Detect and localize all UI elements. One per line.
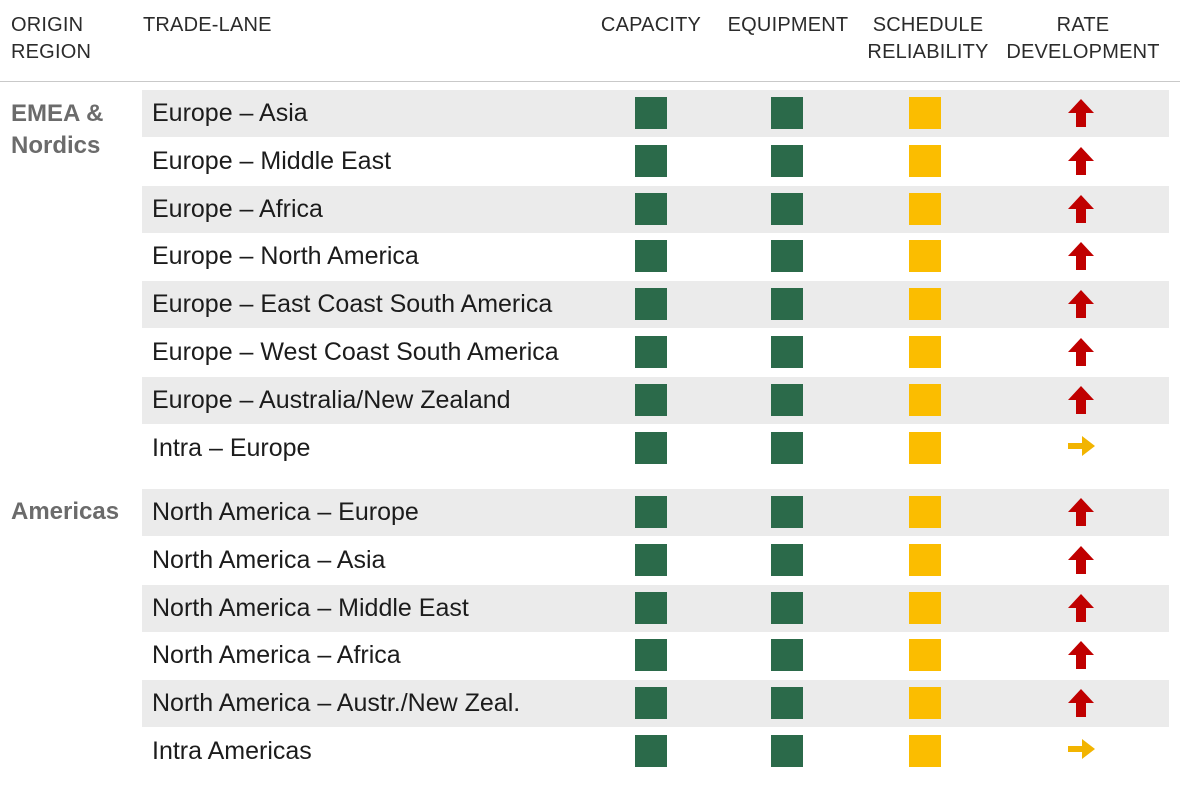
trade-lane-label: North America – Europe	[152, 498, 419, 526]
equipment-indicator	[771, 687, 803, 720]
schedule-reliability-indicator	[909, 144, 941, 177]
header-origin-region: ORIGIN REGION	[11, 14, 92, 63]
schedule-reliability-indicator	[909, 383, 941, 416]
table-row: Europe – West Coast South America	[142, 329, 1169, 376]
trade-lane-label: North America – Middle East	[152, 593, 469, 622]
region-label: EMEA & Nordics	[11, 100, 104, 159]
schedule-reliability-indicator	[909, 431, 941, 464]
schedule-reliability-indicator	[909, 735, 941, 767]
capacity-indicator	[635, 431, 667, 464]
table-row: North America – Middle East	[142, 584, 1169, 632]
capacity-indicator	[635, 543, 667, 576]
schedule-reliability-indicator	[909, 97, 941, 129]
trade-lane-label: Intra Americas	[152, 737, 312, 765]
equipment-indicator	[771, 543, 803, 576]
arrow-up-icon	[1064, 335, 1098, 369]
arrow-up-icon	[1064, 686, 1098, 720]
schedule-reliability-indicator	[909, 288, 941, 321]
capacity-indicator	[635, 288, 667, 321]
schedule-reliability-indicator	[909, 543, 941, 576]
table-row: North America – Austr./New Zeal.	[142, 680, 1169, 728]
capacity-indicator	[635, 591, 667, 624]
equipment-indicator	[771, 192, 803, 225]
arrow-up-icon	[1064, 383, 1098, 417]
schedule-reliability-indicator	[909, 496, 941, 528]
capacity-indicator	[635, 687, 667, 720]
schedule-reliability-indicator	[909, 336, 941, 368]
equipment-indicator	[771, 591, 803, 624]
capacity-indicator	[635, 144, 667, 177]
capacity-indicator	[635, 240, 667, 273]
capacity-indicator	[635, 192, 667, 225]
capacity-indicator	[635, 97, 667, 129]
schedule-reliability-indicator	[909, 591, 941, 624]
table-row: Europe – Africa	[142, 185, 1169, 233]
region-label: Americas	[11, 498, 120, 525]
trade-lane-label: Europe – North America	[152, 242, 419, 271]
equipment-indicator	[771, 97, 803, 129]
table-row: Europe – Australia/New Zealand	[142, 376, 1169, 424]
table-row: Europe – East Coast South America	[142, 281, 1169, 329]
equipment-indicator	[771, 383, 803, 416]
arrow-right-icon	[1064, 429, 1098, 463]
equipment-indicator	[771, 431, 803, 464]
table-row: North America – Asia	[142, 537, 1169, 584]
arrow-up-icon	[1064, 495, 1098, 529]
arrow-up-icon	[1064, 96, 1098, 130]
table-row: Intra – Europe	[142, 425, 1169, 472]
trade-lane-label: North America – Austr./New Zeal.	[152, 689, 521, 718]
table-row: North America – Europe	[142, 489, 1169, 536]
equipment-indicator	[771, 336, 803, 368]
schedule-reliability-indicator	[909, 192, 941, 225]
equipment-indicator	[771, 496, 803, 528]
trade-lane-label: Europe – Africa	[152, 194, 323, 223]
table-row: Europe – Middle East	[142, 138, 1169, 185]
schedule-reliability-indicator	[909, 687, 941, 720]
header-divider	[0, 81, 1180, 82]
equipment-indicator	[771, 735, 803, 767]
table-row: Europe – North America	[142, 233, 1169, 280]
arrow-up-icon	[1064, 144, 1098, 178]
header-capacity: CAPACITY	[600, 14, 702, 36]
equipment-indicator	[771, 240, 803, 273]
arrow-up-icon	[1064, 638, 1098, 672]
trade-lane-label: Europe – Australia/New Zealand	[152, 385, 511, 414]
schedule-reliability-indicator	[909, 240, 941, 273]
arrow-up-icon	[1064, 239, 1098, 273]
equipment-indicator	[771, 144, 803, 177]
trade-lane-label: Europe – East Coast South America	[152, 290, 553, 319]
capacity-indicator	[635, 496, 667, 528]
equipment-indicator	[771, 639, 803, 672]
capacity-indicator	[635, 336, 667, 368]
arrow-up-icon	[1064, 192, 1098, 226]
capacity-indicator	[635, 735, 667, 767]
header-schedule-reliability: SCHEDULE RELIABILITY	[867, 14, 989, 63]
trade-lane-label: Intra – Europe	[152, 433, 311, 462]
capacity-indicator	[635, 383, 667, 416]
equipment-indicator	[771, 288, 803, 321]
trade-lane-label: North America – Asia	[152, 545, 386, 574]
table-row: Intra Americas	[142, 728, 1169, 775]
header-equipment: EQUIPMENT	[727, 14, 849, 36]
trade-lane-label: Europe – West Coast South America	[152, 338, 559, 366]
trade-lane-label: Europe – Asia	[152, 99, 308, 127]
table-row: Europe – Asia	[142, 90, 1169, 137]
arrow-up-icon	[1064, 543, 1098, 577]
arrow-right-icon	[1064, 732, 1098, 766]
trade-lane-label: North America – Africa	[152, 641, 401, 670]
header-trade-lane: TRADE-LANE	[143, 14, 272, 36]
header-rate-development: RATE DEVELOPMENT	[1006, 14, 1160, 63]
capacity-indicator	[635, 639, 667, 672]
schedule-reliability-indicator	[909, 639, 941, 672]
arrow-up-icon	[1064, 591, 1098, 625]
table-row: North America – Africa	[142, 632, 1169, 679]
arrow-up-icon	[1064, 287, 1098, 321]
trade-lane-label: Europe – Middle East	[152, 146, 392, 175]
